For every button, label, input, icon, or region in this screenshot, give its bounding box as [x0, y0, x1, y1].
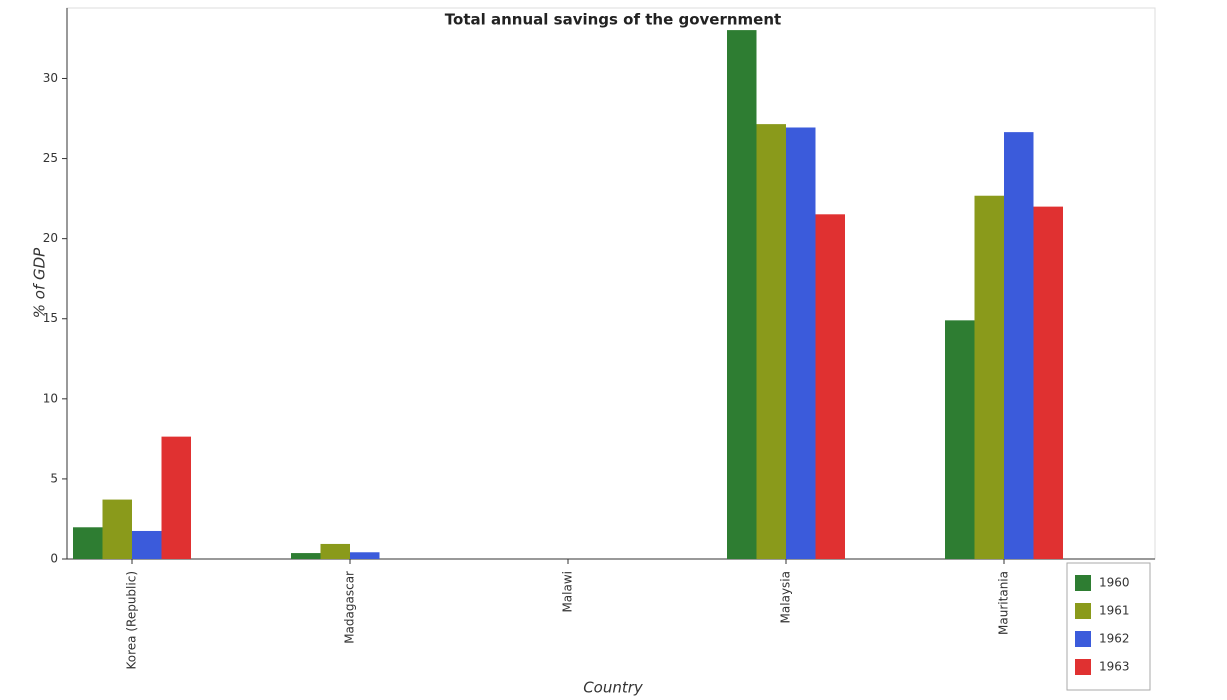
legend-swatch — [1075, 631, 1091, 647]
y-tick-label: 30 — [43, 71, 58, 85]
bar — [786, 127, 816, 560]
legend-swatch — [1075, 575, 1091, 591]
chart-title: Total annual savings of the government — [445, 11, 781, 29]
bar — [1004, 132, 1034, 559]
bar — [102, 499, 132, 559]
y-tick-label: 15 — [43, 311, 58, 325]
bar — [350, 552, 380, 559]
bar — [974, 195, 1004, 559]
legend-label: 1961 — [1099, 604, 1130, 618]
x-tick-label: Mauritania — [997, 571, 1011, 635]
bar — [756, 124, 786, 559]
legend-label: 1962 — [1099, 632, 1130, 646]
x-tick-label: Korea (Republic) — [125, 571, 139, 669]
bar — [815, 214, 845, 559]
y-tick-label: 20 — [43, 231, 58, 245]
bar — [1033, 206, 1063, 559]
y-tick-label: 5 — [50, 471, 58, 485]
y-axis-label: % of GDP — [31, 247, 49, 318]
bar — [945, 320, 975, 559]
legend-swatch — [1075, 659, 1091, 675]
bar — [73, 527, 103, 559]
bar — [132, 530, 162, 559]
legend-label: 1963 — [1099, 660, 1130, 674]
y-tick-label: 10 — [43, 391, 58, 405]
bar — [161, 436, 191, 559]
bar — [320, 543, 350, 559]
bar — [291, 553, 321, 559]
legend-swatch — [1075, 603, 1091, 619]
x-axis-label: Country — [583, 679, 644, 697]
x-tick-label: Malaysia — [779, 571, 793, 623]
y-tick-label: 0 — [50, 552, 58, 566]
legend-label: 1960 — [1099, 576, 1130, 590]
bar — [727, 30, 757, 560]
x-tick-label: Madagascar — [343, 571, 357, 644]
x-tick-label: Malawi — [561, 571, 575, 613]
y-tick-label: 25 — [43, 151, 58, 165]
